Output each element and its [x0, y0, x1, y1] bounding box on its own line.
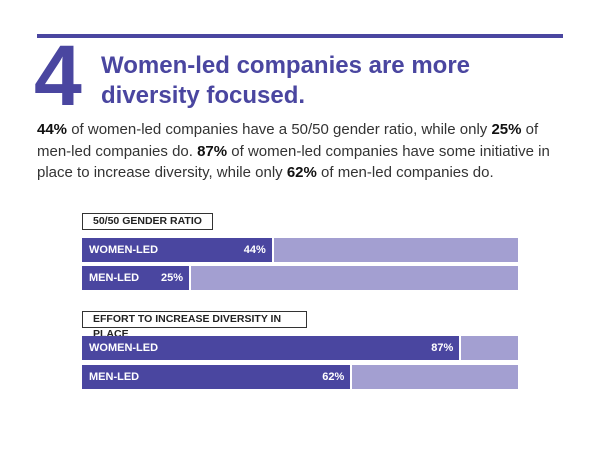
- text-1: of women-led companies have a 50/50 gend…: [67, 121, 492, 138]
- text-4: of men-led companies do.: [316, 164, 494, 181]
- bar-fill: 25%: [82, 266, 191, 290]
- stat-1: 44%: [37, 121, 68, 138]
- section-number: 4: [34, 28, 82, 124]
- bar-label: WOMEN-LED: [89, 342, 159, 354]
- title-line-2: diversity focused.: [101, 82, 306, 109]
- title-line-1: Women-led companies are more: [101, 52, 470, 79]
- bar-fill: 62%: [82, 365, 353, 389]
- bar-label: WOMEN-LED: [89, 244, 159, 256]
- bar-label: MEN-LED: [89, 272, 140, 284]
- page-title: Women-led companies are more diversity f…: [101, 51, 470, 111]
- chart-1-bar-women: 44% WOMEN-LED: [82, 238, 518, 262]
- bar-fill: 87%: [82, 336, 462, 360]
- chart-2-bar-men: 62% MEN-LED: [82, 365, 518, 389]
- stat-3: 87%: [197, 142, 228, 160]
- summary-paragraph: 44% of women-led companies have a 50/50 …: [37, 119, 567, 184]
- chart-2-title: EFFORT TO INCREASE DIVERSITY IN PLACE: [82, 311, 307, 340]
- top-rule: [37, 34, 563, 38]
- chart-1-title: 50/50 GENDER RATIO: [82, 213, 213, 230]
- text-3: of women-led companies have some initiat…: [37, 142, 550, 182]
- stat-2: 25%: [491, 121, 522, 138]
- chart-2-bar-women: 87% WOMEN-LED: [82, 336, 518, 360]
- bar-value-label: 25%: [160, 272, 183, 284]
- bar-fill: 44%: [82, 238, 274, 262]
- bar-value-label: 44%: [243, 244, 266, 256]
- stat-4: 62%: [286, 164, 317, 181]
- bar-label: MEN-LED: [89, 371, 140, 383]
- bar-value-label: 62%: [322, 371, 345, 383]
- chart-1-bar-men: 25% MEN-LED: [82, 266, 518, 290]
- bar-value-label: 87%: [431, 342, 454, 354]
- text-2: of men-led companies do.: [37, 121, 539, 160]
